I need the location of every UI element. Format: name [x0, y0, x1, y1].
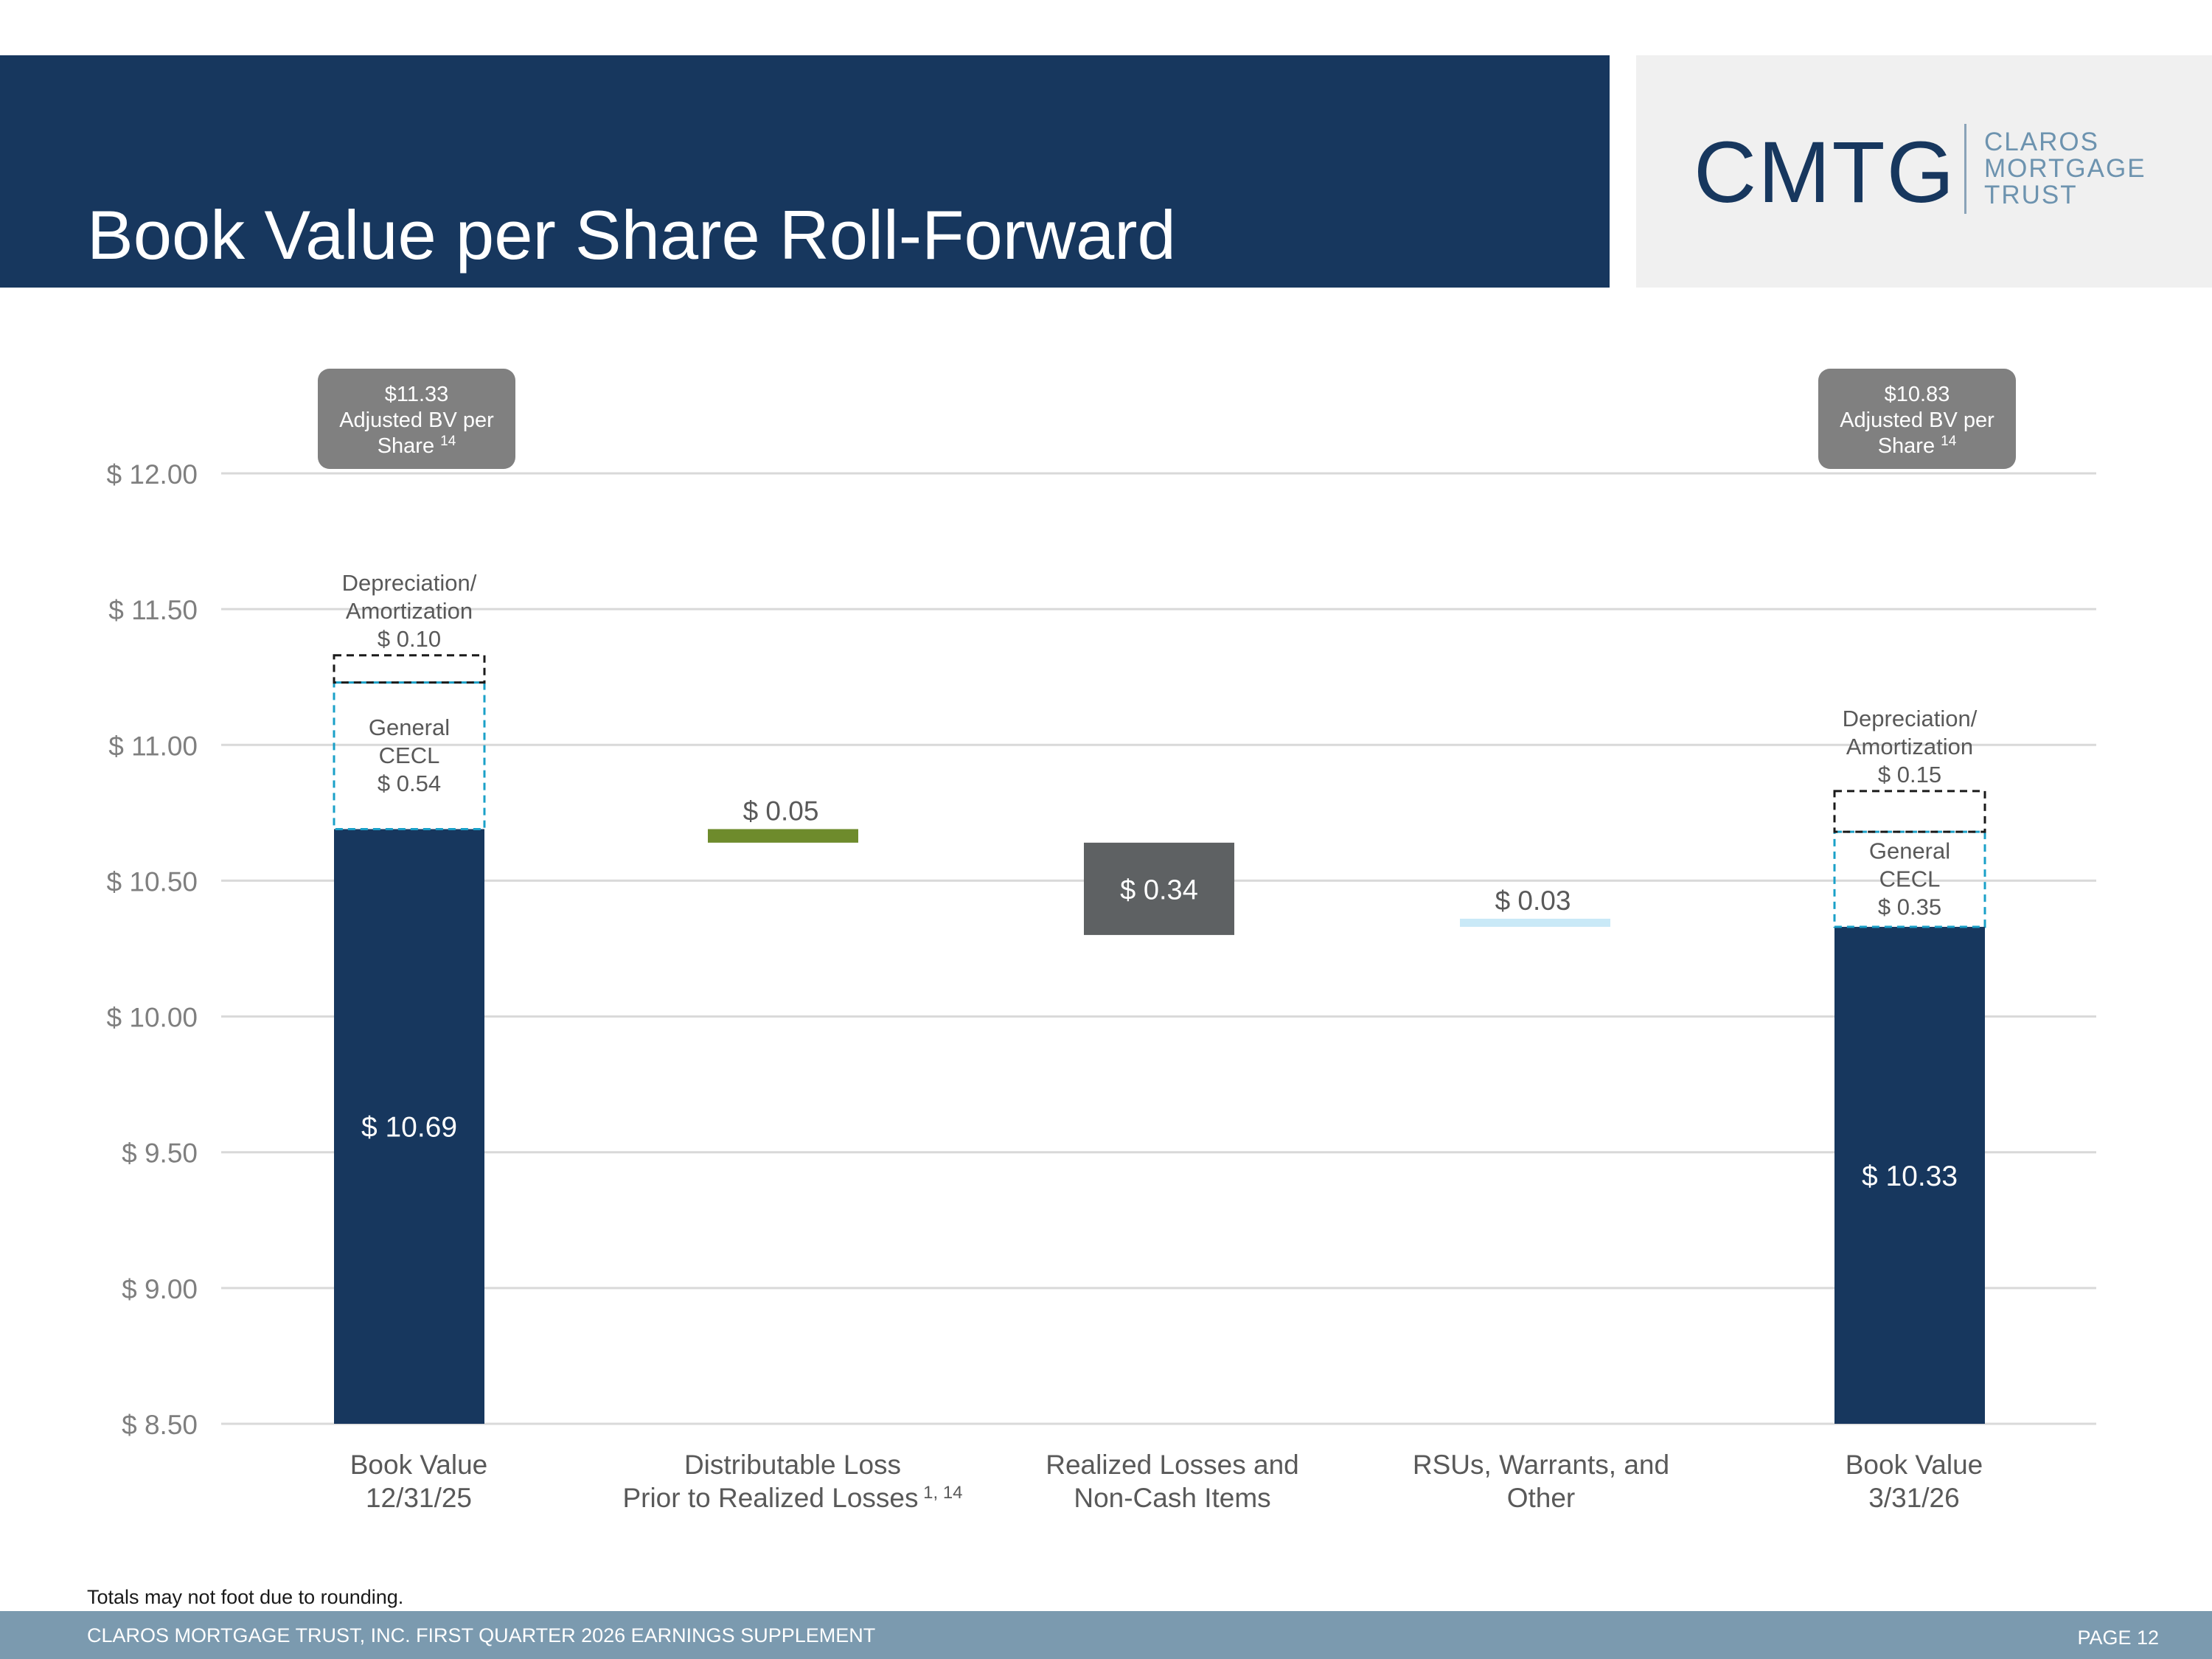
footnote: Totals may not foot due to rounding. [87, 1586, 404, 1608]
y-tick-label: $ 9.50 [122, 1138, 198, 1169]
x-category-label: Book Value [1846, 1450, 1983, 1480]
x-category-label: Non-Cash Items [1074, 1483, 1270, 1513]
depreciation-label: Amortization [346, 598, 473, 624]
company-logo: CMTG CLAROS MORTGAGE TRUST [1636, 55, 2212, 288]
y-tick-label: $ 11.00 [108, 731, 198, 761]
depreciation-box [333, 654, 486, 684]
logo-wordmark: CLAROS MORTGAGE TRUST [1984, 129, 2146, 209]
book-value-bar [334, 829, 484, 1424]
depreciation-label: Depreciation/ [1843, 706, 1978, 731]
change-bar [708, 829, 858, 843]
depreciation-label: $ 0.15 [1878, 762, 1941, 787]
callout-text: Adjusted BV per [339, 408, 494, 432]
y-tick-label: $ 8.50 [122, 1410, 198, 1440]
y-tick-label: $ 10.50 [107, 866, 198, 897]
y-tick-label: $ 11.50 [108, 595, 198, 625]
cecl-label: CECL [1879, 866, 1941, 892]
page-number: PAGE 12 [2077, 1627, 2159, 1649]
x-category-label: Book Value [350, 1450, 488, 1480]
depreciation-box [1833, 790, 1986, 833]
adjusted-bv-callout [1818, 369, 2016, 469]
page-title: Book Value per Share Roll-Forward [87, 196, 1176, 274]
y-tick-label: $ 10.00 [107, 1003, 198, 1033]
change-bar [1084, 842, 1234, 936]
cecl-label: General [1869, 838, 1950, 864]
book-value-waterfall-chart: $ 12.00 $ 11.50 $ 11.00 $ 10.50 $ 10.00 $ 9.5… [107, 369, 2096, 1513]
book-value-bar [1834, 927, 1985, 1424]
x-category-label: Distributable Loss [684, 1450, 901, 1480]
header-band [0, 55, 1610, 288]
logo-divider [1964, 124, 1966, 214]
callout-text: Share 14 [1878, 434, 1957, 458]
x-category-label: 12/31/25 [366, 1483, 472, 1513]
logo-word: MORTGAGE [1984, 154, 2146, 183]
bar-value-label: $ 10.33 [1862, 1161, 1958, 1192]
change-bar [1460, 918, 1610, 928]
y-tick-label: $ 12.00 [107, 459, 198, 490]
cecl-label: $ 0.54 [378, 771, 441, 796]
bar-value-label: $ 0.03 [1495, 886, 1571, 916]
x-category-label: RSUs, Warrants, and [1413, 1450, 1669, 1480]
bar-value-label: $ 0.05 [743, 796, 819, 826]
depreciation-label: $ 0.10 [378, 626, 441, 652]
depreciation-label: Depreciation/ [342, 570, 477, 596]
callout-text: Adjusted BV per [1840, 408, 1994, 432]
bar-value-label: $ 0.34 [1120, 874, 1198, 905]
logo-word: CLAROS [1984, 128, 2099, 156]
x-category-label: 3/31/26 [1868, 1483, 1959, 1513]
x-category-label: Realized Losses and [1046, 1450, 1299, 1480]
logo-mark: CMTG [1694, 124, 1956, 221]
adjusted-bv-callout [318, 369, 515, 469]
cecl-label: $ 0.35 [1878, 894, 1941, 920]
depreciation-label: Amortization [1846, 734, 1973, 759]
y-tick-label: $ 9.00 [122, 1274, 198, 1304]
bar-value-label: $ 10.69 [361, 1112, 457, 1144]
footer-bar: CLAROS MORTGAGE TRUST, INC. FIRST QUARTE… [0, 1611, 2212, 1659]
callout-text: $10.83 [1885, 383, 1950, 406]
logo-word: TRUST [1984, 181, 2078, 209]
callout-text: Share 14 [378, 434, 456, 458]
callout-text: $11.33 [385, 383, 449, 406]
cecl-label: General [369, 714, 450, 740]
x-category-label: Other [1507, 1483, 1576, 1513]
cecl-label: CECL [379, 742, 440, 768]
footer-document-title: CLAROS MORTGAGE TRUST, INC. FIRST QUARTE… [87, 1624, 876, 1646]
x-category-label: Prior to Realized Losses 1, 14 [622, 1483, 962, 1513]
